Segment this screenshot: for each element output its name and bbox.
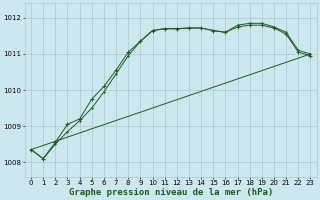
X-axis label: Graphe pression niveau de la mer (hPa): Graphe pression niveau de la mer (hPa) (68, 188, 273, 197)
